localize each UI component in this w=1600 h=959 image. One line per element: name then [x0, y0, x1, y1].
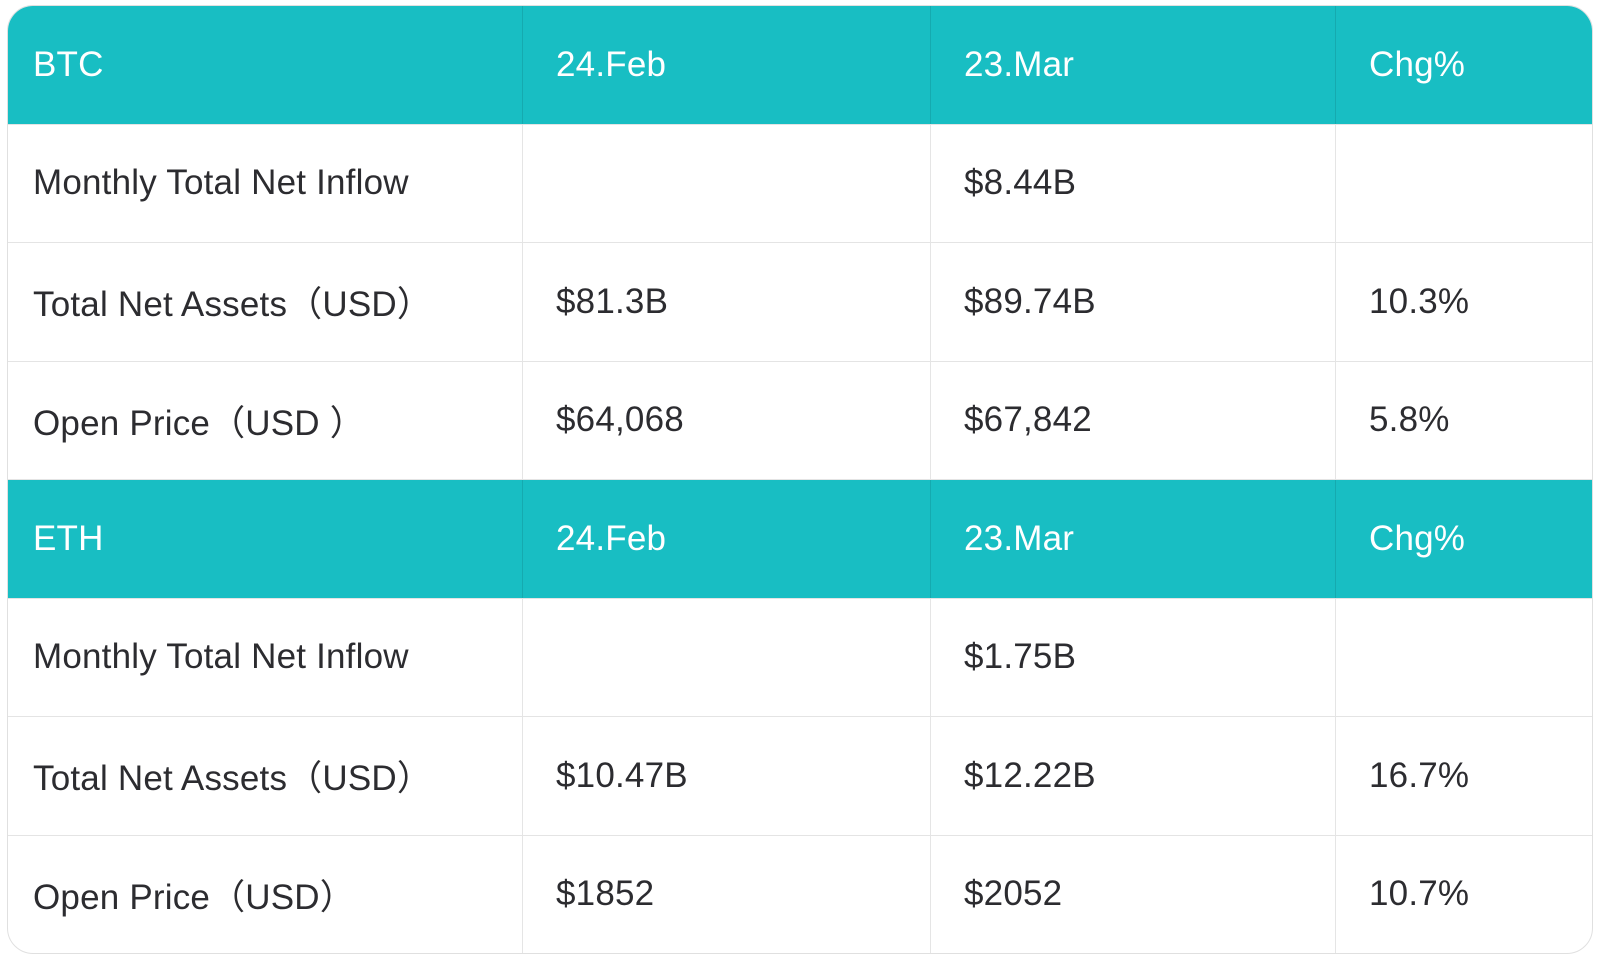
value-feb: $64,068: [522, 361, 930, 479]
value-chg: 10.3%: [1335, 243, 1592, 361]
btc-col-header-mar: 23.Mar: [930, 6, 1335, 124]
metric-label: Total Net Assets（USD）: [33, 759, 433, 799]
value-feb: $1852: [522, 835, 930, 953]
value-chg: 5.8%: [1335, 361, 1592, 479]
btc-asset-label: BTC: [33, 44, 104, 84]
eth-col-header-feb: 24.Feb: [522, 480, 930, 598]
metric-label: Open Price（USD ）: [33, 403, 365, 443]
btc-col-header-chg: Chg%: [1335, 6, 1592, 124]
value-chg: [1335, 598, 1592, 716]
btc-total-net-assets-row: Total Net Assets（USD） $81.3B $89.74B 10.…: [8, 242, 1592, 361]
eth-asset-label: ETH: [33, 518, 104, 558]
btc-col-header-feb: 24.Feb: [522, 6, 930, 124]
value-feb: $10.47B: [522, 717, 930, 835]
value-chg: 16.7%: [1335, 717, 1592, 835]
metric-label: Monthly Total Net Inflow: [33, 163, 409, 203]
eth-col-header-chg: Chg%: [1335, 480, 1592, 598]
value-chg: 10.7%: [1335, 835, 1592, 953]
value-mar: $1.75B: [930, 598, 1335, 716]
eth-section-header-row: ETH 24.Feb 23.Mar Chg%: [8, 479, 1592, 598]
eth-monthly-net-inflow-row: Monthly Total Net Inflow $1.75B: [8, 597, 1592, 716]
eth-open-price-row: Open Price（USD） $1852 $2052 10.7%: [8, 834, 1592, 953]
value-mar: $89.74B: [930, 243, 1335, 361]
btc-open-price-row: Open Price（USD ） $64,068 $67,842 5.8%: [8, 360, 1592, 479]
metric-label: Monthly Total Net Inflow: [33, 637, 409, 677]
metric-label: Total Net Assets（USD）: [33, 285, 433, 325]
value-mar: $2052: [930, 835, 1335, 953]
value-feb: [522, 598, 930, 716]
btc-monthly-net-inflow-row: Monthly Total Net Inflow $8.44B: [8, 123, 1592, 242]
metric-label: Open Price（USD）: [33, 877, 355, 917]
value-feb: $81.3B: [522, 243, 930, 361]
value-feb: [522, 124, 930, 242]
eth-total-net-assets-row: Total Net Assets（USD） $10.47B $12.22B 16…: [8, 716, 1592, 835]
etf-comparison-table: BTC 24.Feb 23.Mar Chg% Monthly Total Net…: [7, 5, 1593, 954]
value-mar: $12.22B: [930, 717, 1335, 835]
eth-col-header-mar: 23.Mar: [930, 480, 1335, 598]
value-chg: [1335, 124, 1592, 242]
value-mar: $8.44B: [930, 124, 1335, 242]
value-mar: $67,842: [930, 361, 1335, 479]
btc-section-header-row: BTC 24.Feb 23.Mar Chg%: [8, 6, 1592, 124]
